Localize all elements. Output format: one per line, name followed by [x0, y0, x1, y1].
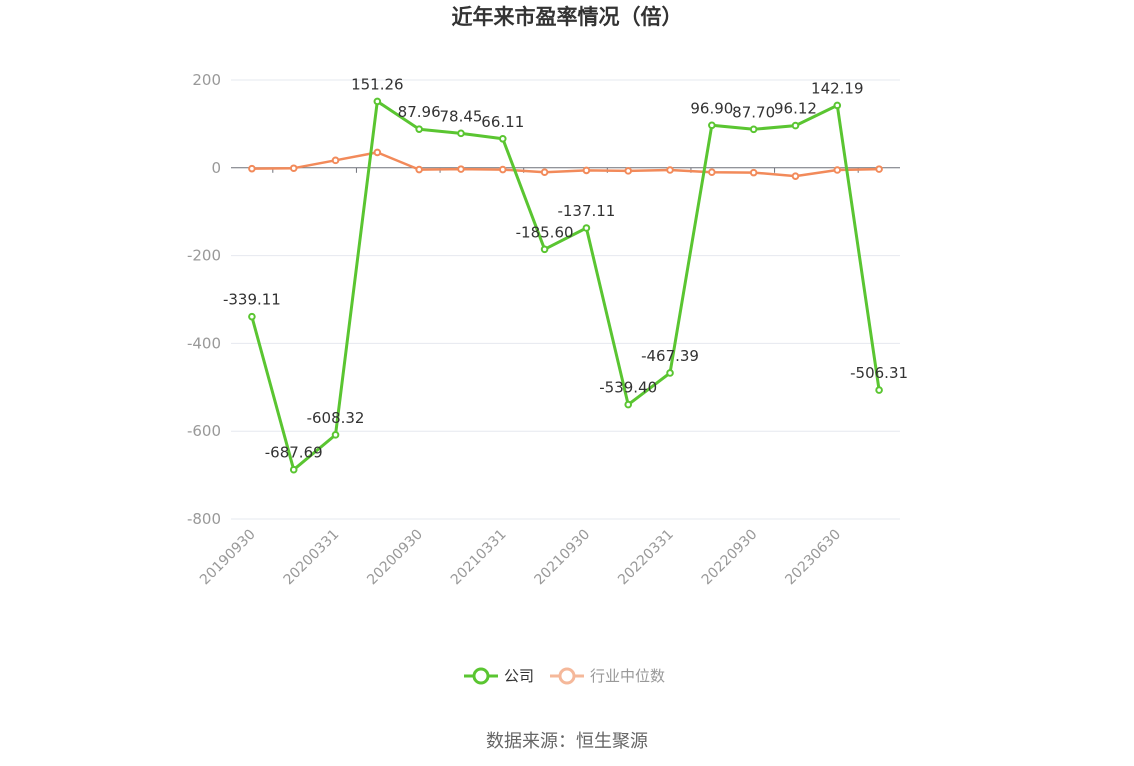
industry-median-point[interactable] [708, 168, 716, 176]
company-point[interactable] [498, 134, 507, 143]
industry-median-point[interactable] [498, 165, 507, 174]
industry-median-point[interactable] [749, 168, 758, 177]
chart-title: 近年来市盈率情况（倍） [452, 5, 683, 29]
company-data-label: 151.26 [351, 75, 404, 93]
y-tick-label: -800 [187, 510, 221, 528]
y-tick-label: 0 [211, 159, 221, 177]
company-point[interactable] [248, 312, 256, 321]
company-data-label: 87.70 [732, 103, 775, 121]
industry-median-point[interactable] [415, 165, 423, 174]
industry-median-point[interactable] [457, 165, 465, 173]
series-points [248, 97, 883, 474]
company-data-label: 96.90 [690, 99, 733, 117]
data-source: 数据来源：恒生聚源 [486, 731, 648, 752]
company-point[interactable] [457, 129, 465, 138]
legend-label-company: 公司 [504, 667, 534, 685]
y-axis: 200 0 -200 -400 -600 -800 [187, 71, 221, 528]
legend-item-company[interactable]: 公司 [464, 667, 534, 685]
y-tick-label: -200 [187, 247, 221, 265]
industry-median-point[interactable] [331, 156, 340, 165]
data-labels: -339.11 -687.69 -608.32 151.26 87.9678.4566.… [223, 75, 908, 461]
industry-median-point[interactable] [540, 168, 549, 176]
x-tick-label: 20230630 [782, 527, 844, 589]
company-point[interactable] [791, 121, 800, 130]
company-data-label: 87.96 [398, 103, 441, 121]
series-lines [250, 99, 881, 472]
x-tick-label: 20210331 [448, 527, 510, 589]
legend-item-industry-median[interactable]: 行业中位数 [550, 667, 665, 685]
company-point[interactable] [289, 465, 298, 474]
y-tick-label: 200 [192, 71, 221, 89]
company-point[interactable] [373, 97, 382, 106]
company-data-label: -608.32 [307, 409, 365, 427]
legend-marker-company [472, 667, 490, 685]
x-tick-label: 20190930 [197, 527, 259, 589]
y-tick-label: -400 [187, 334, 221, 352]
company-data-label: -137.11 [557, 202, 615, 220]
x-tick-label: 20220331 [615, 527, 677, 589]
company-point[interactable] [331, 431, 340, 439]
company-data-label: -339.11 [223, 291, 281, 309]
company-data-label: -506.31 [850, 364, 908, 382]
industry-median-point[interactable] [791, 172, 800, 180]
company-data-label: 142.19 [811, 79, 864, 97]
company-data-label: 66.11 [481, 113, 524, 131]
company-point[interactable] [833, 101, 842, 110]
company-line [250, 99, 881, 472]
company-data-label: -539.40 [599, 379, 657, 397]
x-tick-label: 20200930 [364, 527, 426, 589]
industry-median-point[interactable] [289, 164, 298, 173]
company-point[interactable] [582, 224, 591, 232]
industry-median-point[interactable] [833, 166, 842, 174]
industry-median-line [251, 151, 880, 178]
industry-median-point[interactable] [875, 165, 883, 173]
company-data-label: -467.39 [641, 347, 699, 365]
company-point[interactable] [624, 400, 633, 409]
company-point[interactable] [708, 121, 716, 130]
legend-marker-industry-median [558, 667, 576, 685]
company-point[interactable] [540, 245, 549, 254]
legend[interactable]: 公司 行业中位数 [464, 667, 665, 685]
company-point[interactable] [415, 125, 423, 133]
industry-median-point[interactable] [624, 167, 633, 175]
grid [231, 79, 900, 520]
company-point[interactable] [749, 125, 758, 134]
industry-median-point[interactable] [373, 148, 382, 157]
x-tick-label: 20200331 [281, 527, 343, 589]
industry-median-point[interactable] [582, 166, 591, 175]
company-point[interactable] [875, 386, 883, 394]
industry-median-point[interactable] [666, 166, 674, 174]
legend-label-industry-median: 行业中位数 [590, 667, 665, 685]
company-point[interactable] [666, 369, 674, 377]
company-data-label: -687.69 [265, 444, 323, 462]
company-data-label: 78.45 [439, 107, 482, 125]
y-tick-label: -600 [187, 422, 221, 440]
x-tick-label: 20220930 [699, 527, 761, 589]
company-data-label: -185.60 [516, 223, 574, 241]
x-tick-label: 20210930 [532, 527, 594, 589]
company-data-label: 96.12 [774, 100, 817, 118]
industry-median-point[interactable] [248, 164, 256, 173]
